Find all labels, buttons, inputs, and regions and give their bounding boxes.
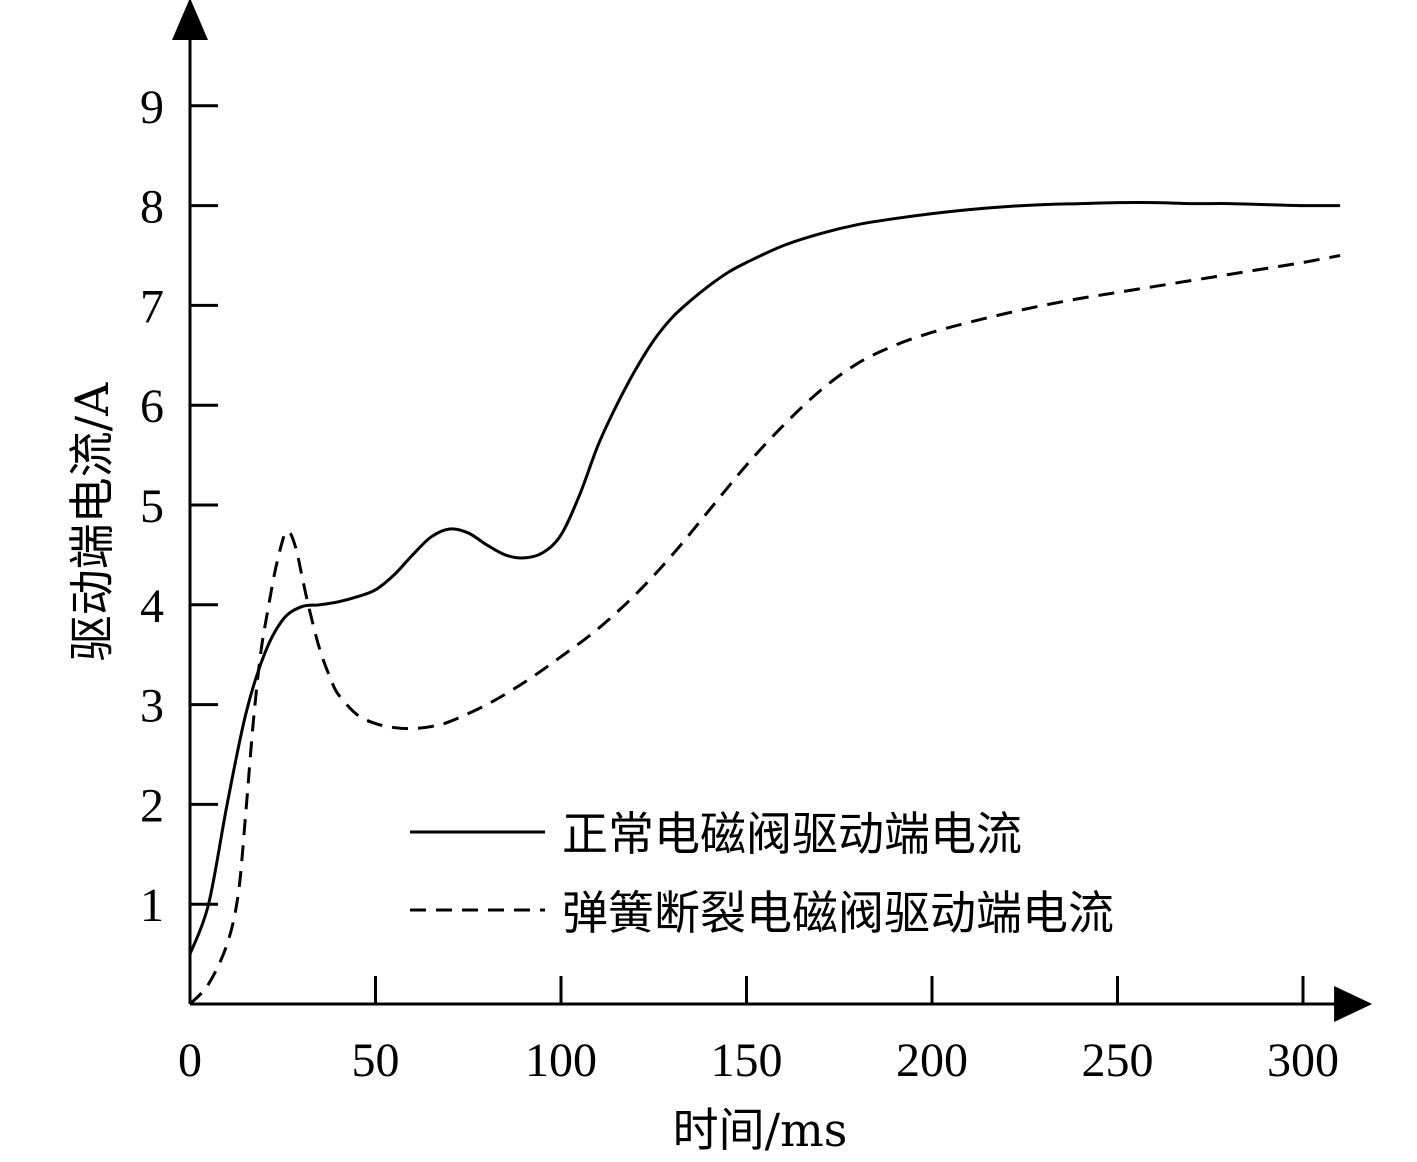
series-layer [188,200,1341,1006]
series-line-broken-spring [188,254,1341,1006]
x-tick-label: 0 [178,1034,202,1087]
x-tick-label: 250 [1082,1034,1154,1087]
y-tick-label: 5 [140,480,164,533]
y-axis-arrow [172,0,208,40]
y-axis-title: 驱动端电流/A [65,382,119,661]
ticks: 0 50 100 150 200 250 300 1 2 3 4 5 6 7 8 9 [140,81,1339,1087]
y-tick-label: 1 [140,879,164,932]
legend: 正常电磁阀驱动端电流 弹簧断裂电磁阀驱动端电流 [410,807,1114,940]
y-tick-label: 7 [140,280,164,333]
x-axis-title: 时间/ms [673,1103,848,1157]
y-tick-label: 4 [140,580,164,633]
x-tick-label: 150 [711,1034,783,1087]
y-tick-label: 9 [140,81,164,134]
y-tick-label: 8 [140,181,164,234]
y-tick-label: 2 [140,779,164,832]
y-tick-label: 3 [140,680,164,733]
axes [172,0,1373,1022]
x-tick-label: 100 [525,1034,597,1087]
x-tick-label: 200 [896,1034,968,1087]
x-tick-label: 300 [1267,1034,1339,1087]
legend-label-normal: 正常电磁阀驱动端电流 [562,807,1022,861]
legend-label-broken-spring: 弹簧断裂电磁阀驱动端电流 [562,886,1114,940]
x-axis-arrow [1334,986,1373,1022]
y-tick-label: 6 [140,380,164,433]
series-line-normal [188,200,1341,955]
x-tick-label: 50 [352,1034,400,1087]
